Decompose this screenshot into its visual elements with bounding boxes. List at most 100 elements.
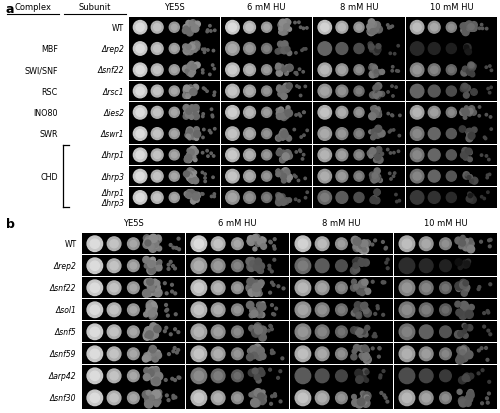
Ellipse shape [191, 390, 206, 406]
Ellipse shape [386, 400, 389, 403]
Ellipse shape [170, 108, 179, 118]
Ellipse shape [154, 173, 160, 180]
Ellipse shape [212, 391, 225, 405]
Ellipse shape [270, 395, 274, 398]
Text: 8 mM HU: 8 mM HU [340, 3, 378, 12]
Ellipse shape [154, 195, 160, 202]
Ellipse shape [214, 350, 222, 358]
Ellipse shape [136, 45, 144, 53]
Ellipse shape [258, 326, 266, 335]
Ellipse shape [402, 305, 411, 315]
Ellipse shape [154, 377, 160, 384]
Ellipse shape [192, 64, 198, 69]
Ellipse shape [178, 248, 180, 251]
Ellipse shape [260, 244, 266, 250]
Ellipse shape [380, 92, 384, 97]
Ellipse shape [282, 152, 288, 157]
Ellipse shape [370, 107, 376, 112]
Ellipse shape [466, 50, 471, 56]
Ellipse shape [464, 111, 468, 114]
Ellipse shape [369, 155, 372, 159]
Ellipse shape [212, 259, 225, 273]
Ellipse shape [174, 396, 177, 399]
Ellipse shape [370, 22, 376, 28]
Ellipse shape [463, 333, 468, 338]
Ellipse shape [258, 370, 265, 377]
Ellipse shape [146, 301, 154, 309]
Ellipse shape [298, 69, 300, 71]
Ellipse shape [484, 137, 486, 139]
Ellipse shape [270, 271, 273, 273]
Ellipse shape [366, 349, 370, 352]
Ellipse shape [280, 133, 286, 139]
Ellipse shape [413, 173, 421, 181]
Ellipse shape [362, 400, 367, 404]
Ellipse shape [413, 24, 421, 32]
Ellipse shape [186, 190, 192, 196]
Ellipse shape [244, 22, 256, 34]
Ellipse shape [383, 394, 386, 397]
Bar [221, 18, 312, 38]
Ellipse shape [185, 29, 191, 35]
Ellipse shape [202, 70, 204, 72]
Ellipse shape [316, 259, 329, 273]
Ellipse shape [170, 193, 179, 203]
Ellipse shape [192, 105, 199, 112]
Ellipse shape [280, 174, 286, 180]
Ellipse shape [108, 369, 121, 383]
Ellipse shape [278, 42, 283, 48]
Ellipse shape [428, 86, 440, 98]
Ellipse shape [248, 266, 254, 272]
Ellipse shape [282, 287, 285, 290]
Ellipse shape [152, 390, 160, 398]
Ellipse shape [284, 23, 290, 29]
Ellipse shape [336, 348, 347, 360]
Ellipse shape [459, 238, 464, 244]
Ellipse shape [281, 131, 288, 138]
Ellipse shape [110, 394, 118, 402]
Ellipse shape [371, 198, 376, 204]
Ellipse shape [256, 302, 263, 309]
Ellipse shape [430, 25, 438, 32]
Ellipse shape [148, 286, 152, 290]
Ellipse shape [194, 63, 200, 69]
Ellipse shape [150, 290, 156, 296]
Ellipse shape [362, 284, 366, 288]
Ellipse shape [483, 198, 486, 200]
Ellipse shape [232, 238, 243, 250]
Ellipse shape [190, 70, 196, 76]
Ellipse shape [172, 153, 177, 158]
Ellipse shape [177, 376, 180, 379]
Ellipse shape [262, 23, 272, 33]
Ellipse shape [152, 285, 156, 288]
Ellipse shape [152, 324, 156, 329]
Ellipse shape [363, 307, 369, 314]
Text: Δsnf5: Δsnf5 [55, 328, 76, 337]
Ellipse shape [136, 24, 144, 32]
Ellipse shape [428, 65, 440, 76]
Ellipse shape [370, 136, 376, 140]
Ellipse shape [170, 66, 179, 76]
Ellipse shape [376, 27, 382, 34]
Ellipse shape [203, 52, 205, 55]
Ellipse shape [226, 64, 239, 77]
Ellipse shape [489, 283, 492, 286]
Ellipse shape [360, 246, 368, 254]
Ellipse shape [228, 173, 236, 181]
Ellipse shape [286, 136, 290, 140]
Ellipse shape [190, 173, 194, 177]
Ellipse shape [172, 247, 175, 249]
Ellipse shape [482, 28, 484, 31]
Ellipse shape [440, 326, 452, 338]
Ellipse shape [262, 172, 272, 182]
Bar [186, 387, 289, 408]
Ellipse shape [300, 137, 302, 139]
Bar [290, 278, 393, 299]
Ellipse shape [463, 84, 468, 89]
Ellipse shape [262, 44, 272, 55]
Ellipse shape [390, 130, 392, 132]
Ellipse shape [285, 201, 288, 204]
Ellipse shape [374, 94, 380, 100]
Ellipse shape [186, 193, 190, 198]
Ellipse shape [177, 238, 180, 240]
